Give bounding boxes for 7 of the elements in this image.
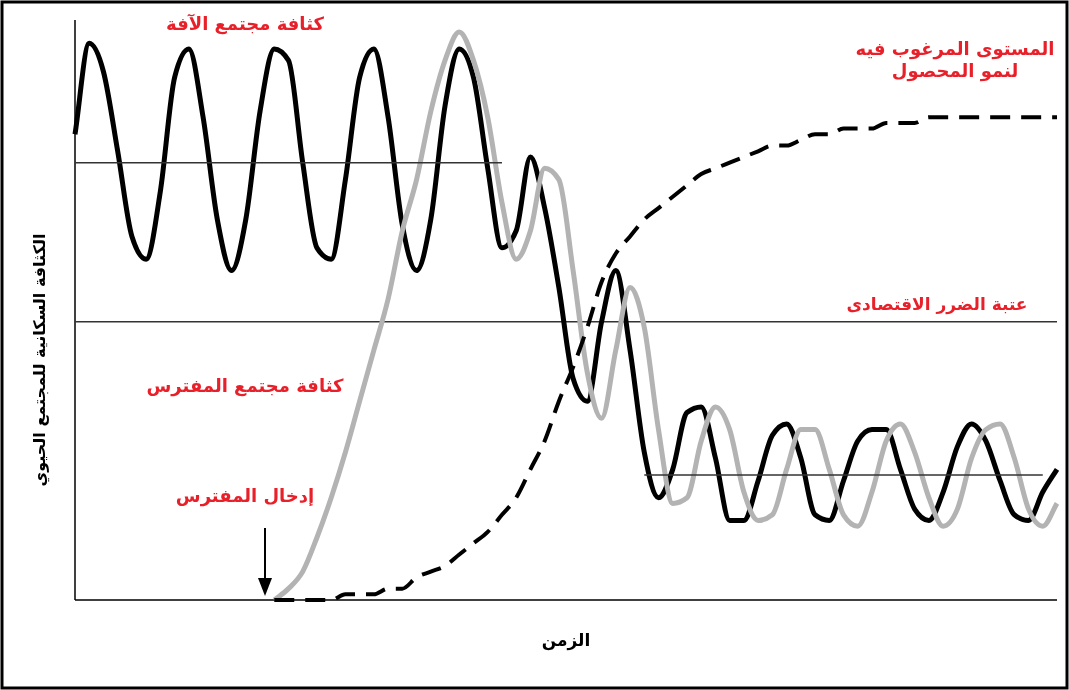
y-axis-title: الكثافة السكانية للمجتمع الحيوي bbox=[30, 233, 50, 487]
ref-line-label: عتبة الضرر الاقتصادى bbox=[846, 293, 1028, 315]
x-axis-title: الزمن bbox=[541, 630, 591, 651]
annotation: إدخال المفترس bbox=[175, 485, 315, 507]
text: المستوى المرغوب فيه لنمو المحصول bbox=[855, 38, 1055, 82]
series-label: كثافة مجتمع الآفة bbox=[166, 13, 325, 35]
series-label: كثافة مجتمع المفترس bbox=[146, 375, 345, 397]
